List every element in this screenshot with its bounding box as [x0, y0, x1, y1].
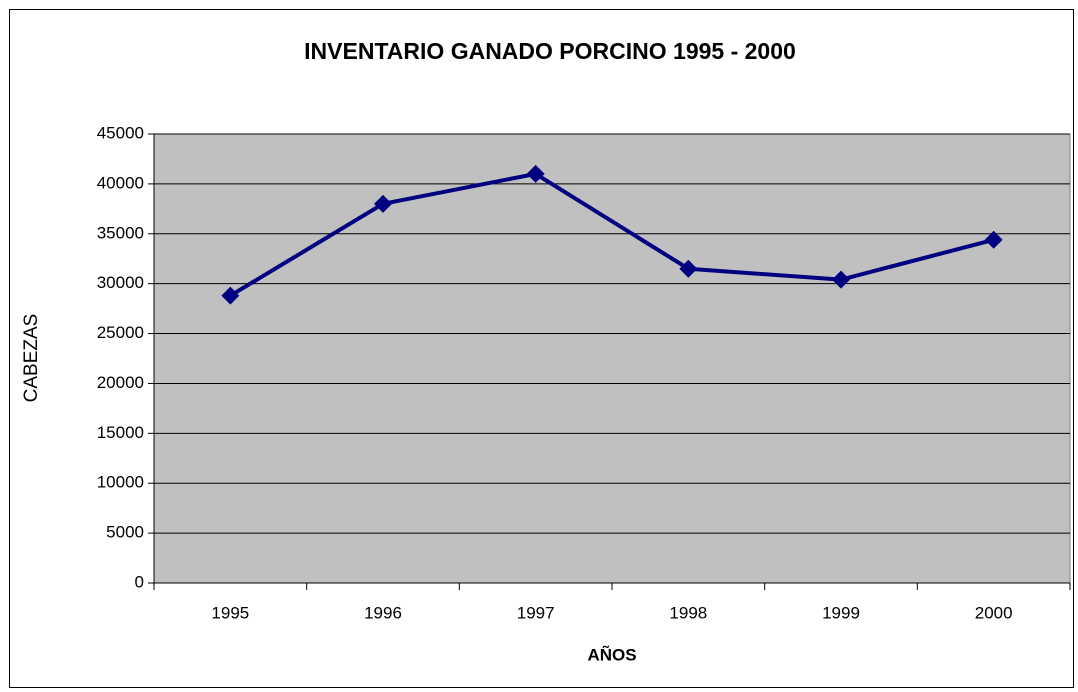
- marker: [679, 259, 698, 278]
- marker: [374, 194, 392, 213]
- y-tick-label: 15000: [97, 423, 144, 442]
- y-tick-label: 25000: [97, 323, 144, 342]
- plot-area: [153, 133, 1071, 584]
- marker: [221, 286, 240, 305]
- marker: [984, 230, 1003, 249]
- y-tick-label: 35000: [97, 223, 144, 242]
- y-tick-label: 30000: [97, 273, 144, 292]
- x-tick-label: 1997: [517, 603, 555, 622]
- marker: [832, 270, 850, 289]
- x-tick-label: 1995: [211, 603, 249, 622]
- y-tick-label: 10000: [97, 473, 144, 492]
- y-axis-label: CABEZAS: [21, 314, 42, 403]
- marker: [526, 164, 545, 183]
- y-tick-label: 45000: [97, 123, 144, 142]
- y-tick-label: 20000: [97, 373, 144, 392]
- chart-title: INVENTARIO GANADO PORCINO 1995 - 2000: [304, 38, 796, 64]
- y-tick-label: 0: [135, 572, 144, 591]
- series-line: [229, 171, 995, 298]
- x-tick-label: 1996: [364, 603, 402, 622]
- x-tick-label: 1999: [822, 603, 860, 622]
- y-tick-label: 5000: [106, 523, 144, 542]
- y-tick-label: 40000: [97, 173, 144, 192]
- x-axis-label: AÑOS: [587, 644, 636, 664]
- x-tick-label: 2000: [975, 603, 1013, 622]
- x-tick-label: 1998: [669, 603, 707, 622]
